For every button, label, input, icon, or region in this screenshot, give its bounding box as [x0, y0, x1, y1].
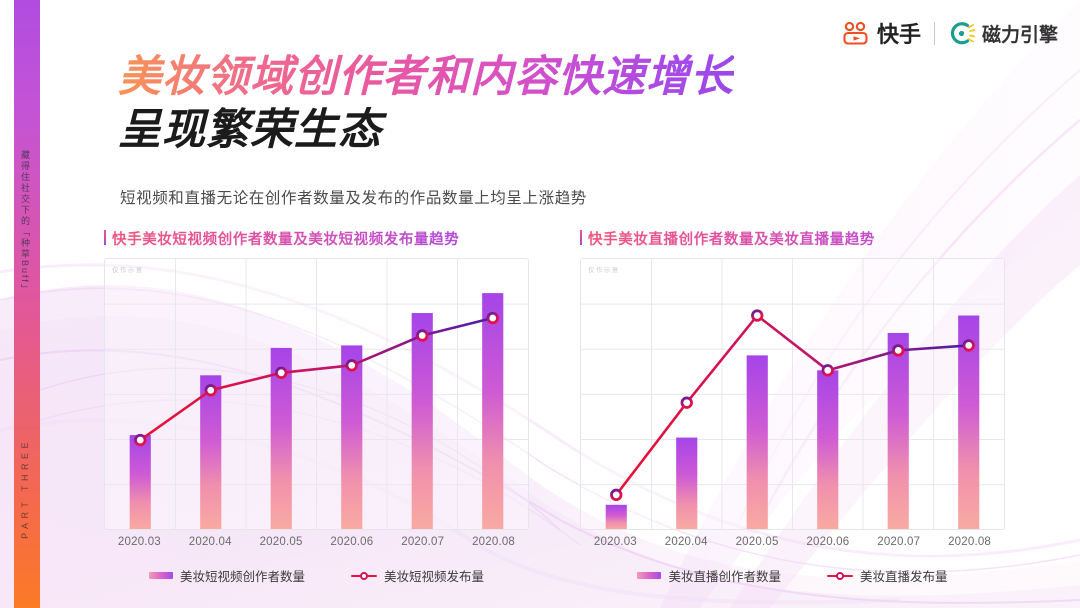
kuaishou-name: 快手: [876, 22, 921, 47]
kuaishou-brand: 快手: [841, 17, 921, 49]
legend-label: 美妆直播创作者数量: [668, 570, 781, 584]
rail-part-label: PART THREE: [20, 438, 30, 539]
brand-lockup: 快手 磁力引擎: [841, 16, 1058, 50]
rail-chinese-label: 藏得住社交下的「种草Buff」: [20, 150, 30, 295]
x-tick: 2020.05: [735, 536, 779, 548]
headline-line-2: 呈现繁荣生态: [118, 105, 382, 154]
legend-item-line[interactable]: 美妆短视频发布量: [351, 566, 484, 585]
legend-line-swatch-icon: [351, 571, 377, 581]
legend-label: 美妆短视频创作者数量: [179, 570, 305, 584]
magnetic-engine-name: 磁力引擎: [981, 24, 1058, 46]
chart-svg-live-stream: [581, 259, 1004, 529]
page-subtitle: 短视频和直播无论在创作者数量及发布的作品数量上均呈上涨趋势: [120, 190, 587, 207]
legend-item-line[interactable]: 美妆直播发布量: [827, 566, 948, 585]
chart-plot-live-stream: 仅作示意: [580, 258, 1005, 530]
chart-title-live-stream: 快手美妆直播创作者数量及美妆直播量趋势: [580, 228, 1005, 249]
chart-legend-live-stream: 美妆直播创作者数量 美妆直播发布量: [580, 566, 1005, 585]
x-tick: 2020.07: [401, 536, 445, 548]
x-tick: 2020.08: [472, 536, 516, 548]
x-tick: 2020.06: [806, 536, 850, 548]
x-tick: 2020.03: [593, 536, 637, 548]
chart-watermark: 仅作示意: [112, 267, 144, 274]
legend-line-swatch-icon: [827, 571, 853, 581]
brand-divider: [933, 21, 935, 45]
x-tick: 2020.03: [117, 536, 161, 548]
x-axis-live-stream: 2020.03 2020.04 2020.05 2020.06 2020.07 …: [580, 536, 1005, 548]
x-tick: 2020.04: [664, 536, 708, 548]
chart-panel-live-stream: 快手美妆直播创作者数量及美妆直播量趋势 仅作示意 2020.03 2020.04…: [580, 228, 1005, 585]
legend-bar-swatch-icon: [637, 572, 662, 579]
chart-watermark: 仅作示意: [588, 267, 620, 274]
chart-svg-short-video: [105, 259, 528, 529]
x-tick: 2020.07: [877, 536, 921, 548]
x-tick: 2020.04: [188, 536, 232, 548]
magnetic-engine-brand: 磁力引擎: [948, 20, 1058, 47]
legend-item-bar[interactable]: 美妆直播创作者数量: [637, 566, 781, 585]
legend-item-bar[interactable]: 美妆短视频创作者数量: [148, 566, 305, 585]
kuaishou-logo-icon: [843, 21, 868, 45]
legend-label: 美妆短视频发布量: [384, 570, 485, 584]
magnetic-engine-logo-icon: [950, 21, 975, 44]
chart-title-short-video: 快手美妆短视频创作者数量及美妆短视频发布量趋势: [104, 228, 529, 249]
legend-bar-swatch-icon: [148, 572, 173, 579]
chart-legend-short-video: 美妆短视频创作者数量 美妆短视频发布量: [104, 566, 529, 585]
chart-plot-short-video: 仅作示意: [104, 258, 529, 530]
legend-label: 美妆直播发布量: [860, 570, 948, 584]
chart-panel-short-video: 快手美妆短视频创作者数量及美妆短视频发布量趋势 仅作示意 2020.03 202…: [104, 228, 529, 585]
x-tick: 2020.08: [948, 536, 992, 548]
x-tick: 2020.05: [259, 536, 303, 548]
x-axis-short-video: 2020.03 2020.04 2020.05 2020.06 2020.07 …: [104, 536, 529, 548]
headline-line-1: 美妆领域创作者和内容快速增长: [118, 53, 734, 101]
x-tick: 2020.06: [330, 536, 374, 548]
page-title: 美妆领域创作者和内容快速增长 呈现繁荣生态: [118, 52, 734, 155]
